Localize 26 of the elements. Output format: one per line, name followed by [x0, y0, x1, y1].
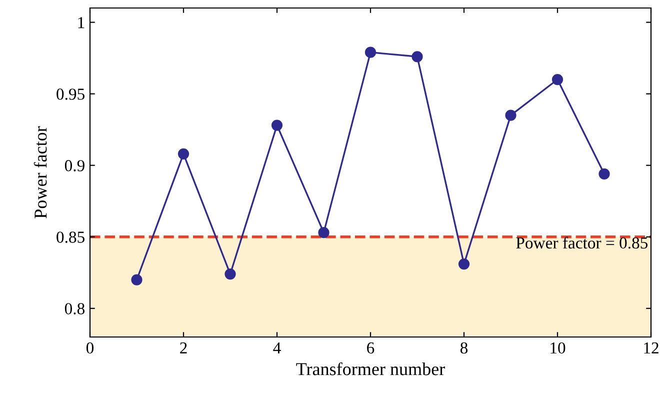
x-axis-title: Transformer number — [296, 362, 445, 376]
x-tick-label: 0 — [86, 342, 94, 354]
y-tick-label: 0.95 — [56, 88, 84, 100]
x-tick-label: 12 — [644, 342, 658, 354]
point — [131, 274, 142, 286]
point — [412, 51, 423, 62]
x-tick-label: 6 — [367, 342, 374, 354]
x-tick-label: 10 — [550, 342, 566, 354]
point — [318, 227, 330, 238]
y-axis-title: Power factor — [34, 126, 47, 218]
y-tick-label: 0.9 — [64, 160, 84, 172]
x-tick-label: 8 — [460, 342, 468, 354]
point — [178, 148, 190, 160]
x-tick-label: 4 — [273, 342, 281, 354]
y-tick-label: 0.85 — [56, 232, 84, 243]
point — [458, 258, 470, 270]
y-tick-label: 1 — [78, 17, 84, 28]
point — [271, 120, 283, 131]
point — [552, 74, 564, 86]
point — [224, 268, 236, 280]
point — [598, 168, 610, 180]
point — [364, 46, 376, 58]
point — [505, 110, 516, 121]
x-tick-label: 2 — [180, 342, 187, 354]
ref-line-label: Power factor = 0.85 — [516, 236, 648, 249]
y-tick-label: 0.8 — [64, 303, 85, 314]
